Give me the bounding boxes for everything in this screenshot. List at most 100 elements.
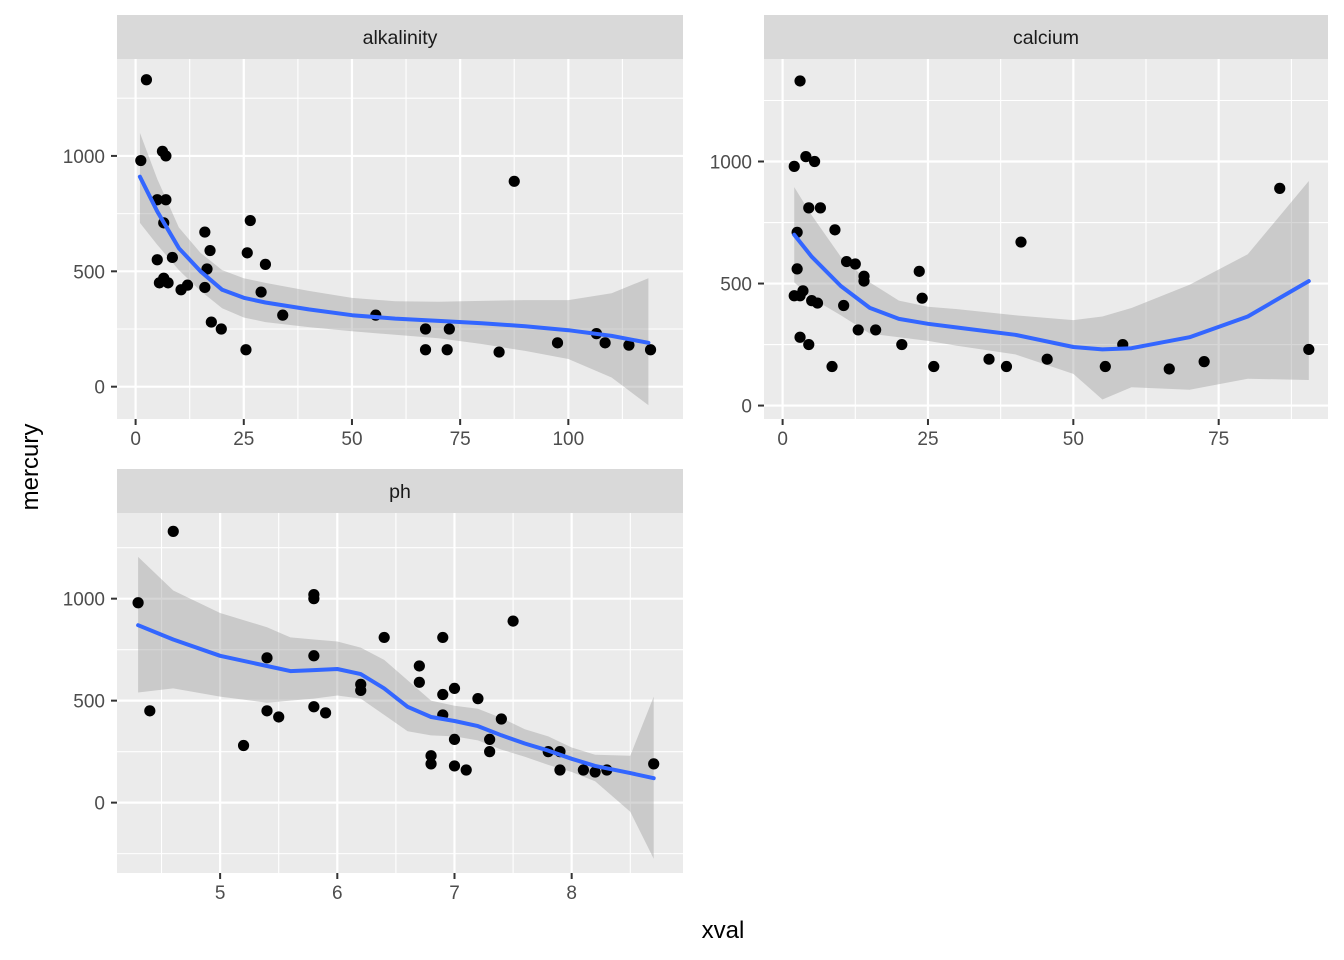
data-point (199, 281, 211, 294)
data-point (273, 711, 285, 723)
data-point (623, 339, 635, 351)
x-axis-title: xval (702, 917, 745, 944)
data-point (484, 733, 496, 746)
facet-strip-label: calcium (1013, 27, 1079, 49)
data-point (794, 331, 806, 343)
data-point (308, 593, 320, 605)
data-point (255, 286, 267, 298)
data-point (160, 194, 172, 206)
panel-background (117, 513, 683, 873)
data-point (308, 701, 320, 713)
x-tick-label: 5 (215, 883, 226, 904)
confidence-band (138, 556, 654, 859)
data-point (829, 224, 841, 236)
x-tick-label: 50 (1063, 429, 1084, 450)
data-point (1198, 356, 1210, 368)
data-point (205, 316, 217, 328)
data-point (308, 650, 320, 662)
data-point (204, 244, 216, 257)
data-point (644, 344, 657, 356)
data-point (554, 764, 566, 776)
data-point (241, 247, 253, 259)
data-point (132, 597, 144, 609)
data-point (826, 360, 838, 373)
data-point (797, 285, 809, 297)
smooth-line (136, 623, 656, 781)
data-point (162, 277, 174, 289)
x-tick-label: 6 (332, 883, 343, 904)
x-tick-label: 75 (1208, 429, 1229, 450)
smooth-line (137, 174, 651, 345)
data-point (1274, 182, 1286, 194)
data-point (240, 344, 252, 356)
data-point (928, 360, 940, 373)
y-tick-label: 1000 (63, 590, 105, 611)
data-point (849, 258, 861, 270)
data-point (648, 758, 660, 770)
data-point (838, 299, 850, 312)
data-point (840, 255, 853, 268)
data-point (1303, 343, 1315, 356)
confidence-band (794, 181, 1309, 400)
facet-calcium: calcium 0 25 50 75 0 500 1000 (710, 15, 1328, 450)
data-point (319, 707, 332, 719)
data-point (808, 155, 821, 168)
y-tick-label: 0 (741, 397, 752, 418)
smooth-line (792, 232, 1311, 352)
facet-strip-label: alkalinity (363, 27, 438, 49)
data-point (144, 705, 156, 717)
data-point (448, 733, 461, 746)
plot-area (132, 525, 660, 859)
data-point (983, 353, 995, 365)
data-point (355, 684, 367, 697)
data-point (448, 760, 461, 772)
data-point (472, 693, 484, 705)
data-point (1099, 360, 1111, 373)
data-point (244, 214, 256, 227)
y-tick-label: 0 (94, 794, 105, 815)
data-point (448, 682, 461, 695)
data-point (378, 631, 390, 644)
facet-ph: ph 5 6 7 8 0 500 1000 (63, 469, 683, 904)
data-point (484, 746, 496, 758)
x-tick-label: 25 (917, 429, 938, 450)
data-point (788, 160, 800, 172)
data-point (151, 254, 163, 266)
data-point (135, 154, 147, 167)
confidence-band (139, 132, 649, 406)
y-tick-label: 500 (720, 275, 752, 296)
data-point (870, 324, 882, 336)
data-point (913, 265, 925, 277)
data-point (791, 263, 803, 275)
facet-strip (117, 469, 683, 513)
x-tick-label: 100 (552, 429, 584, 450)
data-point (803, 338, 815, 351)
data-point (794, 75, 806, 87)
data-point (460, 764, 472, 776)
data-point (259, 258, 272, 270)
data-point (551, 337, 564, 349)
x-tick-label: 0 (777, 429, 788, 450)
data-point (800, 151, 812, 163)
data-point (495, 713, 507, 725)
data-point (493, 346, 505, 358)
x-tick-label: 75 (450, 429, 471, 450)
data-point (916, 292, 928, 304)
data-point (1000, 360, 1013, 373)
data-point (1015, 236, 1027, 248)
y-tick-label: 1000 (710, 153, 752, 174)
x-tick-label: 25 (233, 429, 254, 450)
data-point (577, 764, 589, 776)
x-tick-label: 8 (566, 883, 577, 904)
data-point (803, 202, 815, 214)
facet-strip-label: ph (389, 481, 411, 503)
y-tick-label: 500 (73, 692, 105, 713)
data-point (166, 251, 178, 264)
data-point (419, 344, 432, 356)
data-point (425, 758, 437, 770)
y-tick-label: 1000 (63, 147, 105, 168)
data-point (199, 226, 211, 238)
data-point (437, 631, 449, 644)
data-point (858, 275, 870, 287)
